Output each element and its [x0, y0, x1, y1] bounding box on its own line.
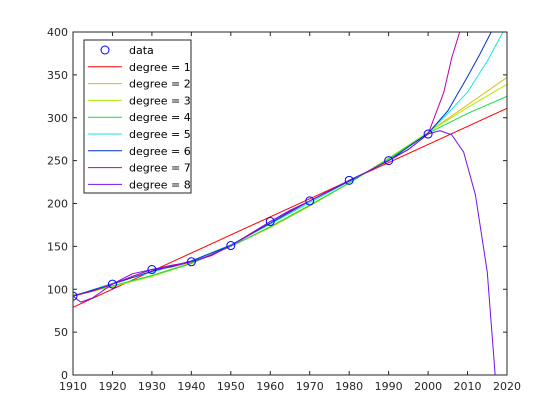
data-point [265, 217, 275, 227]
x-tick-label: 2000 [414, 380, 442, 393]
x-tick-label: 1980 [335, 380, 363, 393]
data-point [423, 129, 433, 139]
data-point [384, 156, 394, 166]
y-tick-label: 250 [47, 155, 68, 168]
y-tick-label: 100 [47, 283, 68, 296]
y-tick-label: 300 [47, 112, 68, 125]
y-tick-label: 0 [61, 369, 68, 382]
legend-entry: degree = 3 [88, 94, 191, 107]
data-point [186, 257, 196, 267]
data-point [344, 175, 354, 185]
y-tick-label: 50 [54, 326, 68, 339]
data-point [305, 196, 315, 206]
series-line-8 [73, 130, 496, 375]
series-layer [73, 32, 507, 375]
legend-label: degree = 6 [129, 145, 191, 158]
y-axis: 0 50 100 150 200 250 300 350 400 [47, 26, 507, 382]
y-tick-label: 350 [47, 69, 68, 82]
legend-label: degree = 7 [129, 162, 191, 175]
y-tick-label: 150 [47, 240, 68, 253]
legend-entry: degree = 1 [88, 61, 191, 74]
y-tick-label: 400 [47, 26, 68, 39]
legend-entry: degree = 4 [88, 111, 191, 124]
legend-marker [100, 45, 110, 55]
series-line-4 [73, 95, 507, 296]
legend-label: degree = 3 [129, 94, 191, 107]
x-tick-label: 1970 [296, 380, 324, 393]
legend-label: data [129, 44, 154, 57]
legend-label: degree = 2 [129, 78, 191, 91]
x-tick-label: 1940 [177, 380, 205, 393]
x-tick-label: 1910 [59, 380, 87, 393]
series-line-5 [73, 32, 504, 297]
x-tick-label: 1930 [138, 380, 166, 393]
x-tick-label: 2010 [454, 380, 482, 393]
legend-label: degree = 4 [129, 111, 191, 124]
legend-label: degree = 8 [129, 178, 191, 191]
legend-label: degree = 5 [129, 128, 191, 141]
legend-entry: degree = 5 [88, 128, 191, 141]
data-point [107, 279, 117, 289]
legend-entry: degree = 8 [88, 178, 191, 191]
x-tick-label: 1950 [217, 380, 245, 393]
x-axis: 1910 1920 1930 1940 1950 1960 1970 1980 1990 2000… [59, 32, 521, 393]
x-tick-label: 1990 [375, 380, 403, 393]
legend-label: degree = 1 [129, 61, 191, 74]
x-tick-label: 1920 [98, 380, 126, 393]
legend-entry: degree = 6 [88, 145, 191, 158]
x-tick-label: 1960 [256, 380, 284, 393]
data-point [73, 291, 78, 301]
data-markers [73, 129, 433, 301]
x-tick-label: 2020 [493, 380, 521, 393]
legend-entry: data [100, 44, 154, 57]
data-point [226, 241, 236, 251]
legend: data degree = 1 degree = 2 degree = 3 degree… [83, 39, 192, 194]
y-tick-label: 200 [47, 198, 68, 211]
legend-entry: degree = 2 [88, 78, 191, 91]
legend-entry: degree = 7 [88, 162, 191, 175]
data-point [147, 265, 157, 275]
